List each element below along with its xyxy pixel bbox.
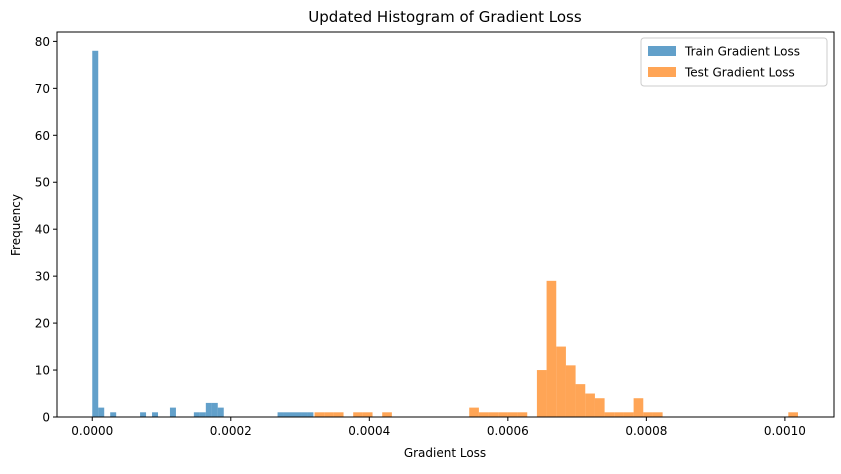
histogram-bar-series-1 [301, 412, 308, 417]
histogram-bar-series-2 [546, 280, 557, 417]
histogram-bar-series-1 [152, 412, 159, 417]
histogram-bar-series-1 [193, 412, 200, 417]
histogram-bar-series-1 [277, 412, 284, 417]
y-tick-label: 40 [35, 223, 50, 237]
histogram-bar-series-2 [507, 412, 518, 417]
histogram-bar-series-1 [307, 412, 314, 417]
histogram-bar-series-2 [362, 412, 373, 417]
histogram-bar-series-1 [283, 412, 290, 417]
histogram-bar-series-1 [140, 412, 147, 417]
legend-label-series-2: Test Gradient Loss [684, 66, 795, 80]
bars-layer [92, 50, 798, 417]
histogram-bar-series-2 [469, 407, 479, 417]
legend-frame [640, 37, 828, 87]
histogram-bar-series-1 [110, 412, 117, 417]
histogram-bar-series-1 [205, 402, 212, 417]
histogram-bar-series-2 [382, 412, 392, 417]
legend-label-series-1: Train Gradient Loss [684, 45, 800, 59]
histogram-bar-series-2 [498, 412, 508, 417]
histogram-bar-series-2 [585, 393, 595, 417]
x-tick-label: 0.0006 [487, 424, 529, 438]
y-tick-label: 60 [35, 129, 50, 143]
histogram-bar-series-2 [633, 398, 644, 417]
y-tick-label: 30 [35, 270, 50, 284]
y-tick-label: 20 [35, 317, 50, 331]
legend-swatch-series-1 [648, 46, 676, 56]
axes-layer: 0.0000 0.0002 0.0004 0.0006 0.0008 0.0010 0 10 2… [35, 31, 835, 438]
histogram-bar-series-1 [211, 402, 218, 417]
histogram-bar-series-2 [623, 412, 634, 417]
x-axis-label: Gradient Loss [404, 446, 486, 460]
histogram-bar-series-1 [289, 412, 296, 417]
histogram-bar-series-2 [565, 365, 576, 417]
histogram-bar-series-2 [604, 412, 615, 417]
histogram-bar-series-1 [199, 412, 206, 417]
histogram-bar-series-2 [333, 412, 344, 417]
x-tick-label: 0.0008 [625, 424, 667, 438]
histogram-bar-series-2 [614, 412, 624, 417]
histogram-bar-series-2 [517, 412, 528, 417]
histogram-bar-series-2 [788, 412, 798, 417]
y-tick-label: 50 [35, 176, 50, 190]
histogram-bar-series-2 [556, 346, 566, 417]
histogram-bar-series-1 [169, 407, 176, 417]
y-tick-label: 80 [35, 35, 50, 49]
histogram-bar-series-2 [488, 412, 499, 417]
plot-frame [56, 31, 835, 418]
histogram-bar-series-2 [324, 412, 334, 417]
legend-swatch-series-2 [648, 67, 676, 77]
x-tick-label: 0.0000 [71, 424, 113, 438]
histogram-bar-series-2 [536, 370, 547, 417]
x-tick-label: 0.0002 [210, 424, 252, 438]
histogram-bar-series-2 [643, 412, 653, 417]
chart-title: Updated Histogram of Gradient Loss [308, 8, 582, 26]
y-tick-label: 0 [42, 411, 50, 425]
histogram-bar-series-1 [98, 407, 105, 417]
y-axis-label: Frequency [9, 194, 23, 256]
histogram-bar-series-2 [652, 412, 663, 417]
histogram-bar-series-2 [594, 398, 605, 417]
x-tick-label: 0.0010 [764, 424, 806, 438]
histogram-bar-series-2 [353, 412, 363, 417]
legend: Train Gradient Loss Test Gradient Loss [640, 37, 828, 87]
histogram-bar-series-2 [575, 384, 586, 417]
histogram-bar-series-1 [295, 412, 302, 417]
y-tick-label: 70 [35, 82, 50, 96]
y-tick-label: 10 [35, 364, 50, 378]
histogram-bar-series-1 [217, 407, 224, 417]
histogram-bar-series-1 [92, 50, 99, 417]
histogram-bar-series-2 [314, 412, 325, 417]
histogram-bar-series-2 [478, 412, 489, 417]
x-tick-label: 0.0004 [348, 424, 390, 438]
